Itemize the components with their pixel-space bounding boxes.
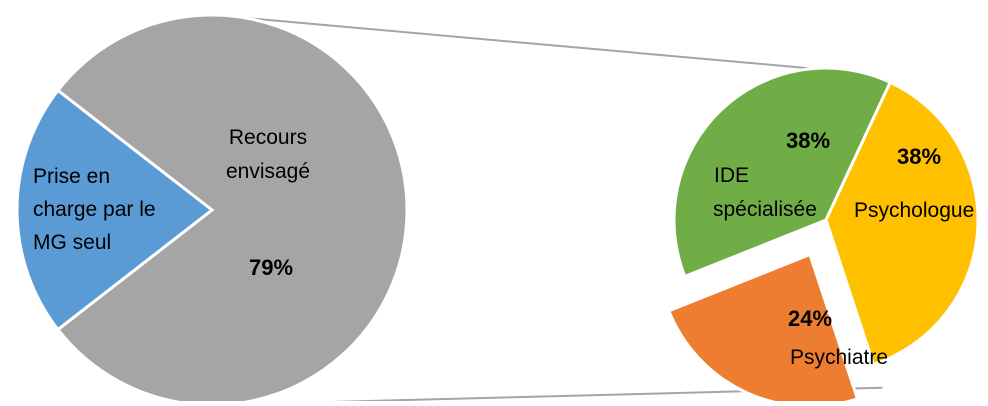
value-label-recours: 79% — [249, 255, 293, 280]
label-ide-line1: IDE — [714, 164, 749, 187]
label-mg-line3: MG seul — [33, 231, 111, 254]
pie-slice-mg-seul — [15, 88, 215, 332]
label-recours-line2: envisagé — [226, 160, 310, 183]
label-psychiatre: Psychiatre — [790, 346, 888, 369]
value-label-psychologue: 38% — [897, 144, 941, 169]
value-label-psychiatre: 24% — [788, 306, 832, 331]
label-mg-line1: Prise en — [33, 165, 110, 188]
connector-line-top — [245, 16, 813, 70]
label-psychologue: Psychologue — [854, 199, 974, 222]
label-mg-line2: charge par le — [33, 198, 156, 221]
value-label-ide: 38% — [786, 128, 830, 153]
pie-slice-psychologue — [824, 80, 980, 367]
label-ide-line2: spécialisée — [713, 198, 817, 221]
pie-slice-ide-specialisee — [672, 66, 893, 279]
secondary-pie — [666, 66, 980, 406]
label-recours-line1: Recours — [229, 126, 307, 149]
